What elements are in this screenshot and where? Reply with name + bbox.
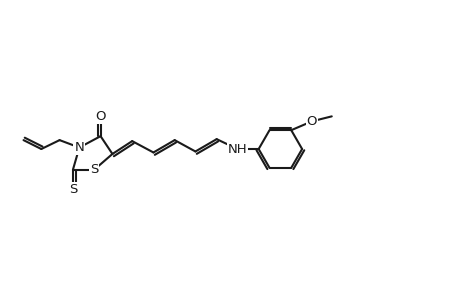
- Text: S: S: [90, 163, 98, 176]
- Text: O: O: [95, 110, 106, 123]
- Text: S: S: [68, 183, 77, 196]
- Text: O: O: [306, 115, 317, 128]
- Text: NH: NH: [227, 142, 246, 155]
- Text: N: N: [74, 141, 84, 154]
